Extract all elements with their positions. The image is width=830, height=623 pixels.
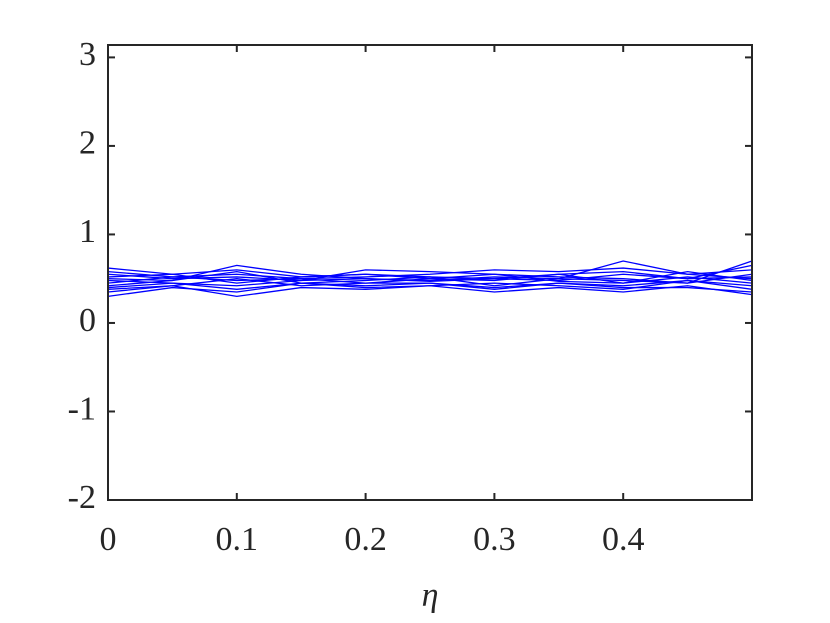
y-tick-label: 0 [79, 302, 96, 339]
y-tick-label: -1 [68, 390, 96, 427]
series-line [107, 279, 753, 298]
series-line [107, 269, 753, 284]
x-tick-label: 0.4 [602, 521, 645, 558]
y-tick-label: 2 [79, 125, 96, 162]
x-tick-label: 0.2 [344, 521, 387, 558]
plot-frame [107, 44, 753, 501]
x-tick-label: 0 [100, 521, 117, 558]
series-line [107, 260, 753, 287]
y-tick-label: 1 [79, 213, 96, 250]
series-line [107, 260, 753, 282]
x-axis-label: η [422, 577, 439, 614]
y-tick-label: 3 [79, 36, 96, 73]
x-tick-label: 0.3 [473, 521, 516, 558]
x-tick-label: 0.1 [216, 521, 259, 558]
series-line [107, 270, 753, 284]
series-line [107, 278, 753, 293]
series-line [107, 273, 753, 287]
y-tick-label: -2 [68, 479, 96, 516]
